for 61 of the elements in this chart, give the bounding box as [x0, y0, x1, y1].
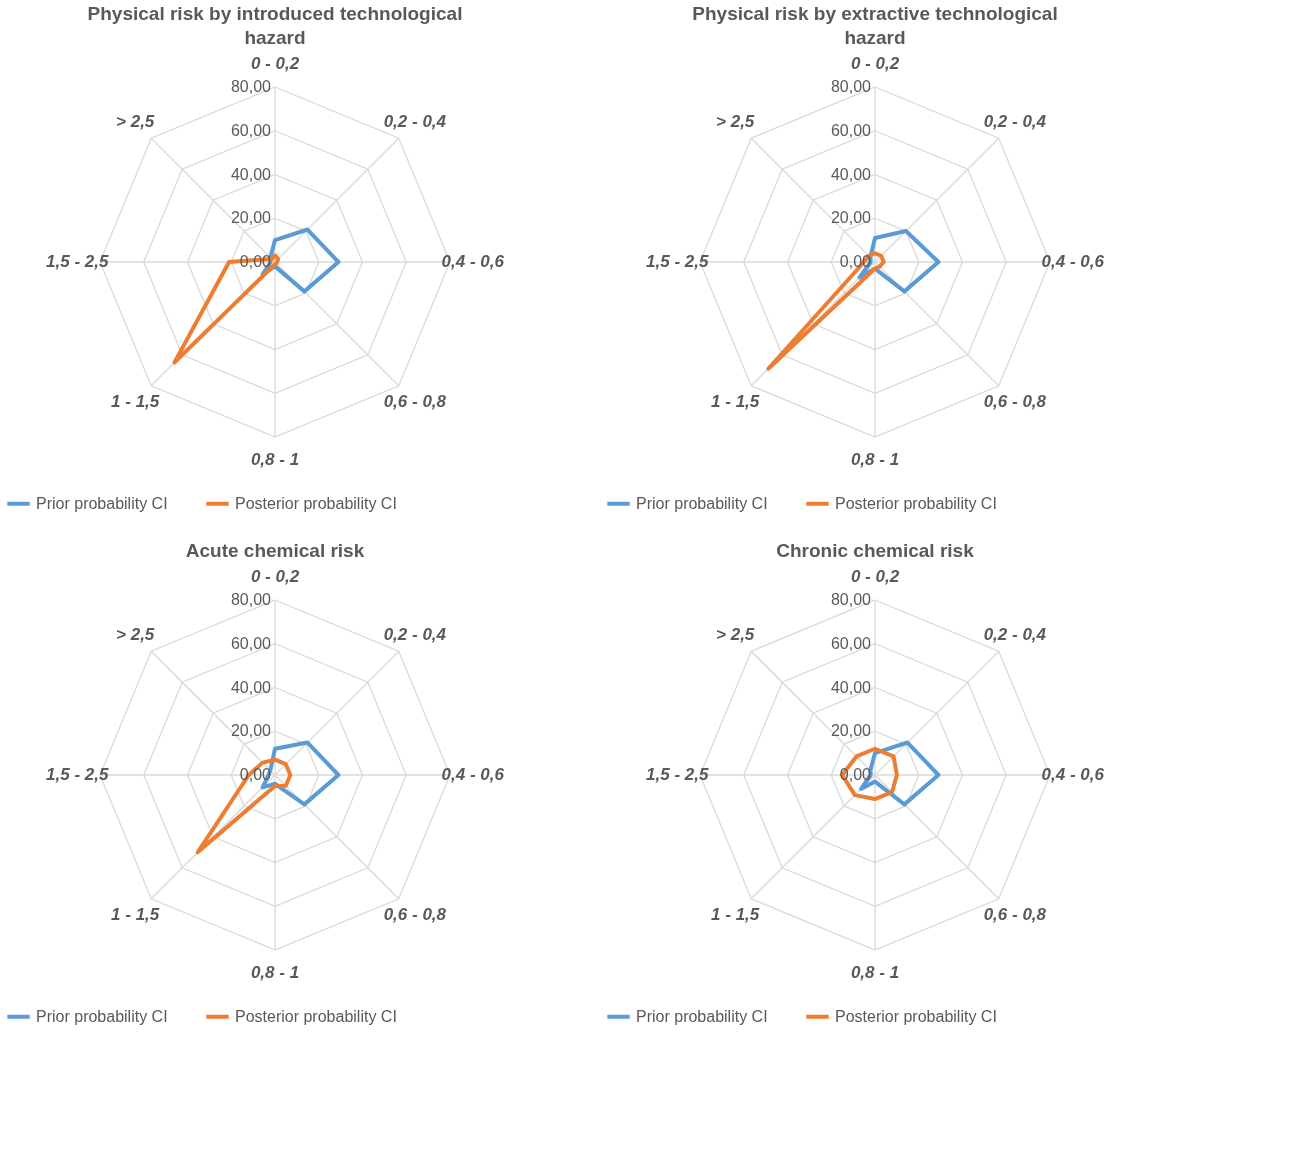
- chart-title: Chronic chemical risk: [776, 540, 975, 561]
- y-tick-label: 80,00: [830, 591, 872, 608]
- y-tick-label: 60,00: [230, 121, 272, 139]
- chart-title: Physical risk by introduced technological hazard: [87, 3, 463, 48]
- spoke-label: 0,4 - 0,6: [1041, 252, 1105, 271]
- spoke-label: 1 - 1,5: [711, 904, 760, 924]
- y-tick-label: 40,00: [830, 678, 872, 696]
- spoke-label: 1,5 - 2,5: [46, 252, 109, 271]
- chart-title: Acute chemical risk: [185, 540, 365, 561]
- y-tick-label: 60,00: [230, 634, 272, 652]
- chart-title: Physical risk by extractive technological hazard: [692, 3, 1058, 48]
- spoke-label: 1 - 1,5: [111, 904, 160, 924]
- legend-label: Posterior probability CI: [835, 494, 997, 512]
- y-tick-label: 20,00: [830, 209, 872, 227]
- spoke-label: 1 - 1,5: [111, 391, 160, 411]
- spoke-label: > 2,5: [716, 625, 755, 645]
- spoke-label: 1,5 - 2,5: [646, 765, 709, 784]
- legend-label: Posterior probability CI: [235, 1007, 397, 1025]
- y-tick-label: 40,00: [230, 678, 272, 696]
- legend-label: Posterior probability CI: [235, 494, 397, 512]
- y-tick-label: 80,00: [230, 591, 272, 608]
- spoke-label: 0,2 - 0,4: [983, 625, 1047, 645]
- spoke-label: 0,8 - 1: [250, 449, 300, 469]
- spoke-label: 0,6 - 0,8: [983, 904, 1047, 924]
- y-tick-label: 80,00: [230, 78, 272, 95]
- spoke-label: 0,4 - 0,6: [441, 252, 505, 271]
- spoke-label: 0 - 0,2: [850, 567, 900, 587]
- spoke-label: 0,2 - 0,4: [383, 112, 447, 132]
- spoke-label: 0,2 - 0,4: [383, 625, 447, 645]
- spoke-label: 0,2 - 0,4: [983, 112, 1047, 132]
- y-tick-label: 20,00: [230, 722, 272, 740]
- spoke-label: 0,6 - 0,8: [383, 391, 447, 411]
- y-tick-label: 40,00: [230, 165, 272, 183]
- y-tick-label: 60,00: [830, 121, 872, 139]
- y-tick-label: 60,00: [830, 634, 872, 652]
- legend-label: Prior probability CI: [636, 1007, 768, 1025]
- y-tick-label: 80,00: [830, 78, 872, 95]
- y-tick-label: 20,00: [230, 209, 272, 227]
- spoke-label: > 2,5: [116, 112, 155, 132]
- legend-label: Prior probability CI: [636, 494, 768, 512]
- spoke-label: 0,6 - 0,8: [383, 904, 447, 924]
- y-tick-label: 0,00: [239, 253, 272, 270]
- spoke-label: 0 - 0,2: [850, 54, 900, 74]
- y-tick-label: 40,00: [830, 165, 872, 183]
- spoke-label: 0,8 - 1: [850, 962, 900, 982]
- spoke-label: > 2,5: [116, 625, 155, 645]
- legend-label: Prior probability CI: [36, 1007, 168, 1025]
- spoke-label: 1,5 - 2,5: [646, 252, 709, 271]
- spoke-label: 0,4 - 0,6: [1041, 765, 1105, 784]
- spoke-label: 0,8 - 1: [850, 449, 900, 469]
- spoke-label: 0,4 - 0,6: [441, 765, 505, 784]
- y-tick-label: 20,00: [830, 722, 872, 740]
- spoke-label: 0 - 0,2: [250, 54, 300, 74]
- legend-label: Posterior probability CI: [835, 1007, 997, 1025]
- spoke-label: 1,5 - 2,5: [46, 765, 109, 784]
- spoke-label: 1 - 1,5: [711, 391, 760, 411]
- spoke-label: > 2,5: [716, 112, 755, 132]
- legend-label: Prior probability CI: [36, 494, 168, 512]
- spoke-label: 0 - 0,2: [250, 567, 300, 587]
- spoke-label: 0,6 - 0,8: [983, 391, 1047, 411]
- spoke-label: 0,8 - 1: [250, 962, 300, 982]
